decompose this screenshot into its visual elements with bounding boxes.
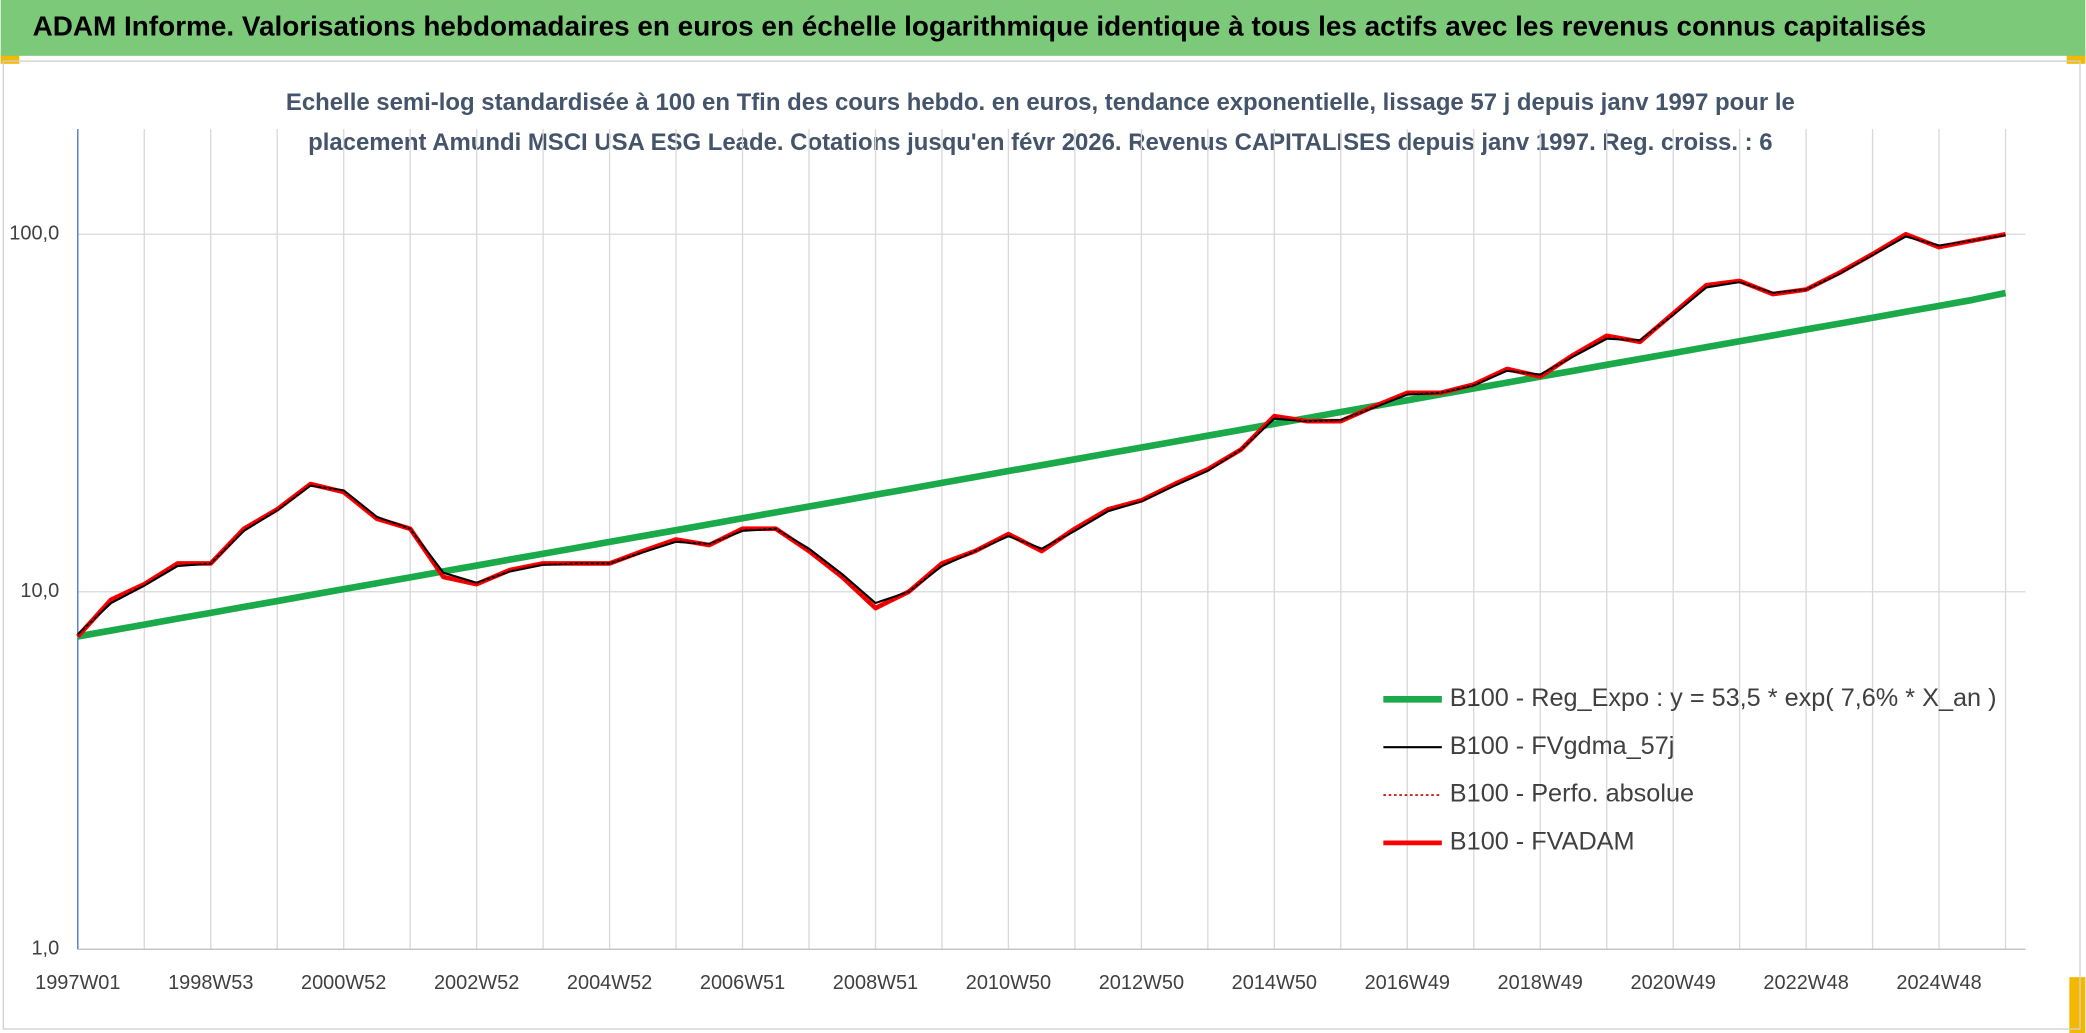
- x-tick-label: 2022W48: [1763, 972, 1848, 994]
- frame: [2, 60, 2081, 1030]
- y-tick-label: 10,0: [20, 580, 59, 602]
- x-tick-label: 1998W53: [168, 972, 253, 994]
- x-tick-label: 2008W51: [833, 972, 918, 994]
- title-bar: [0, 0, 2086, 56]
- x-tick-label: 2002W52: [434, 972, 519, 994]
- legend-label: B100 - FVADAM: [1450, 828, 1635, 856]
- corner: [2069, 977, 2086, 1033]
- chart-title: ADAM Informe. Valorisations hebdomadaire…: [33, 10, 1927, 41]
- x-tick-label: 1997W01: [35, 972, 120, 994]
- legend-label: B100 - Reg_Expo : y = 53,5 * exp( 7,6% *…: [1450, 684, 1997, 712]
- x-tick-label: 2000W52: [301, 972, 386, 994]
- x-tick-label: 2024W48: [1896, 972, 1981, 994]
- x-tick-label: 2012W50: [1099, 972, 1184, 994]
- subtitle: placement Amundi MSCI USA ESG Leade. Cot…: [308, 129, 1772, 156]
- subtitle: Echelle semi-log standardisée à 100 en T…: [286, 89, 1795, 116]
- x-tick-label: 2010W50: [966, 972, 1051, 994]
- y-tick-label: 100,0: [9, 222, 59, 244]
- x-tick-label: 2006W51: [700, 972, 785, 994]
- x-tick-label: 2014W50: [1232, 972, 1317, 994]
- x-tick-label: 2020W49: [1630, 972, 1715, 994]
- line-series: [77, 233, 2006, 637]
- x-tick-label: 2016W49: [1365, 972, 1450, 994]
- x-tick-label: 2018W49: [1498, 972, 1583, 994]
- line-series: [77, 234, 2006, 636]
- y-tick-label: 1,0: [31, 938, 59, 960]
- line-series: [77, 289, 2007, 640]
- legend-label: B100 - FVgdma_57j: [1450, 732, 1675, 760]
- x-tick-label: 2004W52: [567, 972, 652, 994]
- legend-label: B100 - Perfo. absolue: [1450, 780, 1694, 808]
